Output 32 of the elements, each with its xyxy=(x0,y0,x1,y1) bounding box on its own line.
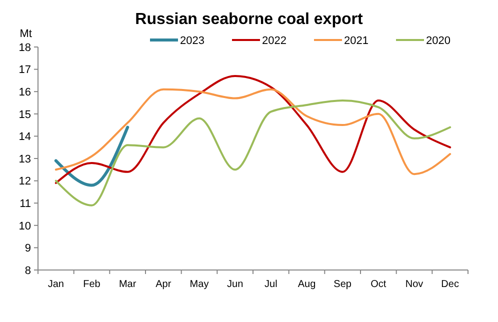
legend-label: 2022 xyxy=(262,34,286,47)
legend-label: 2020 xyxy=(426,34,450,47)
x-tick-label: Dec xyxy=(441,279,459,290)
line-series xyxy=(54,74,452,184)
y-tick-label: 13 xyxy=(18,153,31,166)
x-tick-label: Nov xyxy=(405,279,424,290)
x-tick-label: May xyxy=(190,279,209,290)
y-tick-label: 15 xyxy=(18,108,31,121)
x-tick-label: Mar xyxy=(118,279,137,290)
legend-label: 2021 xyxy=(344,34,368,47)
y-tick-label: 10 xyxy=(18,220,31,232)
x-tick-label: Sep xyxy=(334,279,352,290)
legend-label: 2023 xyxy=(180,34,204,47)
y-axis-title: Mt xyxy=(20,28,32,40)
line-series xyxy=(54,88,452,176)
y-tick-label: 17 xyxy=(18,64,31,76)
y-tick-label: 8 xyxy=(24,264,31,277)
x-tick-label: Aug xyxy=(298,279,316,290)
y-tick-label: 18 xyxy=(18,42,31,54)
y-tick-label: 9 xyxy=(24,242,31,255)
x-tick-label: Apr xyxy=(156,279,172,290)
y-tick-label: 16 xyxy=(18,86,31,98)
x-tick-label: Feb xyxy=(83,279,101,290)
chart-title: Russian seaborne coal export xyxy=(135,11,364,28)
y-tick-label: 12 xyxy=(18,176,31,188)
x-tick-label: Jan xyxy=(48,279,64,290)
x-tick-label: Jun xyxy=(227,279,244,290)
x-tick-label: Oct xyxy=(370,279,386,290)
y-tick-label: 11 xyxy=(20,198,31,210)
x-tick-label: Jul xyxy=(264,279,278,290)
line-series xyxy=(54,100,452,206)
y-tick-label: 14 xyxy=(18,131,31,144)
